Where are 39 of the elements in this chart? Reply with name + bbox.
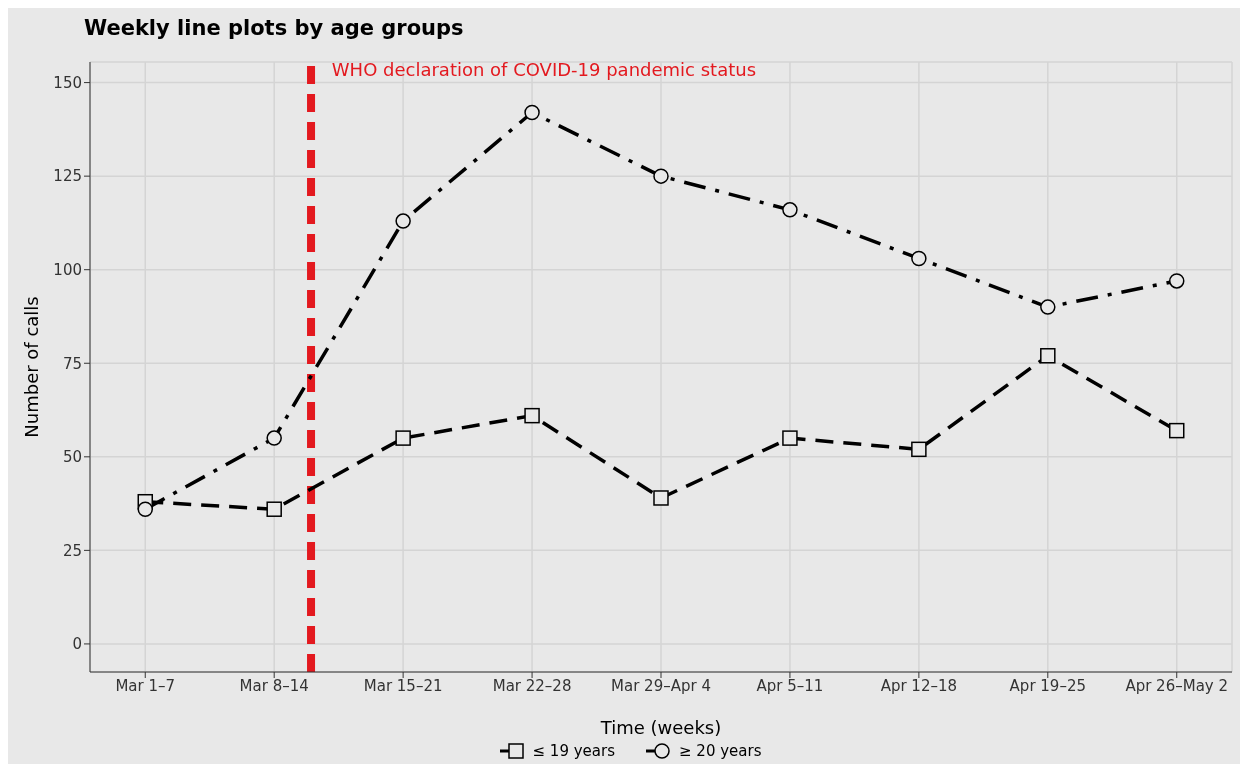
x-tick-label: Apr 19–25	[1009, 676, 1087, 695]
point	[911, 250, 927, 267]
point	[1168, 273, 1185, 289]
point	[395, 430, 411, 446]
point	[137, 501, 154, 517]
y-tick-label: 50	[62, 448, 82, 467]
y-tick-label: 0	[72, 635, 82, 654]
point	[266, 430, 282, 446]
point	[1168, 422, 1185, 439]
x-tick-label: Mar 8–14	[239, 676, 309, 695]
chart-title: Weekly line plots by age groups	[83, 15, 465, 42]
x-tick-label: Apr 26–May 2	[1125, 676, 1229, 695]
x-tick-label: Mar 1–7	[115, 676, 176, 695]
point	[524, 407, 540, 424]
point	[782, 430, 798, 446]
y-tick-label: 25	[62, 541, 82, 560]
point	[653, 490, 669, 506]
y-axis-title: Number of calls	[21, 296, 43, 438]
point	[266, 501, 282, 517]
point	[524, 104, 540, 121]
y-tick-label: 125	[53, 167, 82, 186]
x-axis-title: Time (weeks)	[599, 717, 722, 738]
point	[395, 213, 411, 229]
x-tick-label: Apr 12–18	[880, 676, 958, 695]
point	[653, 168, 669, 184]
y-tick-label: 150	[53, 73, 82, 92]
legend-label: ≥ 20 years	[678, 742, 762, 760]
y-tick-label: 75	[62, 354, 82, 373]
point	[1040, 348, 1056, 364]
y-tick-label: 100	[53, 261, 82, 280]
point	[1040, 299, 1056, 315]
point	[911, 441, 927, 458]
x-tick-label: Mar 22–28	[492, 676, 572, 695]
legend-label: ≤ 19 years	[531, 742, 615, 760]
x-tick-label: Apr 5–11	[756, 676, 824, 695]
x-tick-label: Mar 15–21	[363, 676, 443, 695]
ref-line-label: WHO declaration of COVID-19 pandemic status	[331, 58, 757, 80]
point	[782, 202, 798, 218]
x-tick-label: Mar 29–Apr 4	[611, 676, 711, 695]
